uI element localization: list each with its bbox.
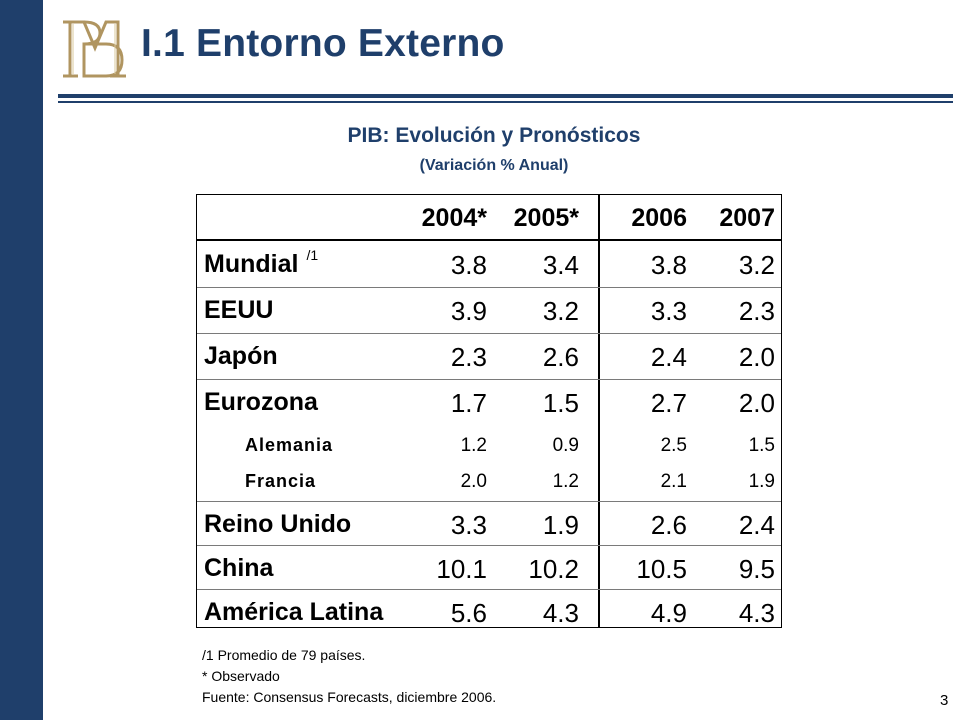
row-label: China: [204, 554, 273, 583]
row-label: Reino Unido: [204, 510, 351, 539]
value-cell: 4.3: [542, 598, 579, 628]
value-cell: 3.8: [450, 250, 487, 280]
table-row: EEUU 3.9 3.2 3.3 2.3: [197, 287, 781, 334]
value-cell: 3.4: [542, 250, 579, 280]
page-number: 3: [940, 692, 949, 709]
value-cell: 3.3: [650, 296, 687, 326]
gdp-table: 2004* 2005* 2006 2007 Mundial/1 3.8 3.4 3.8…: [196, 194, 782, 628]
row-label-text: Eurozona: [204, 388, 318, 416]
value-cell: 4.9: [650, 598, 687, 628]
value-cell: 3.9: [450, 296, 487, 326]
row-label: Mundial/1: [204, 247, 319, 279]
value-cell: 2.0: [738, 388, 775, 418]
value-cell: 2.3: [450, 342, 487, 372]
title-rule-thick: [58, 94, 953, 98]
table-row: Japón 2.3 2.6 2.4 2.0: [197, 333, 781, 380]
table-row: China 10.1 10.2 10.5 9.5: [197, 545, 781, 590]
row-label: Alemania: [245, 435, 333, 456]
table-row: Alemania 1.2 0.9 2.5 1.5: [197, 427, 781, 463]
table-title: PIB: Evolución y Pronósticos: [347, 124, 641, 147]
footnote-source: Fuente: Consensus Forecasts, diciembre 2…: [202, 689, 497, 705]
value-cell: 1.2: [460, 435, 487, 456]
value-cell: 10.1: [436, 554, 487, 584]
value-cell: 2.6: [650, 510, 687, 540]
value-cell: 2.7: [650, 388, 687, 418]
column-header-2007: 2007: [719, 204, 775, 232]
row-label-text: China: [204, 554, 274, 582]
footnotes: /1 Promedio de 79 países. * Observado Fu…: [202, 645, 496, 708]
value-cell: 3.2: [738, 250, 775, 280]
table-row: Francia 2.0 1.2 2.1 1.9: [197, 463, 781, 502]
table-row: América Latina 5.6 4.3 4.9 4.3: [197, 589, 781, 629]
value-cell: 2.3: [738, 296, 775, 326]
table-subtitle: (Variación % Anual): [419, 157, 569, 174]
value-cell: 2.0: [460, 471, 487, 492]
value-cell: 5.6: [450, 598, 487, 628]
row-label-text: Mundial: [204, 250, 299, 278]
footnote-observed: * Observado: [202, 668, 280, 684]
bank-monogram-logo: [63, 20, 126, 78]
value-cell: 2.5: [660, 435, 687, 456]
value-cell: 1.5: [542, 388, 579, 418]
value-cell: 3.8: [650, 250, 687, 280]
value-cell: 1.5: [748, 435, 775, 456]
value-cell: 3.2: [542, 296, 579, 326]
row-label: Japón: [204, 342, 278, 371]
slide-title: I.1 Entorno Externo: [141, 22, 505, 65]
value-cell: 3.3: [450, 510, 487, 540]
row-label-text: América Latina: [204, 598, 384, 626]
row-label-text: Francia: [245, 471, 317, 491]
row-label: EEUU: [204, 296, 273, 325]
title-rule-thin: [58, 101, 953, 103]
value-cell: 1.7: [450, 388, 487, 418]
value-cell: 4.3: [738, 598, 775, 628]
table-header-row: 2004* 2005* 2006 2007: [197, 195, 781, 241]
footnote-average: /1 Promedio de 79 países.: [202, 647, 366, 663]
row-label-text: Alemania: [245, 435, 334, 455]
column-header-2006: 2006: [631, 204, 687, 232]
value-cell: 2.1: [660, 471, 687, 492]
value-cell: 0.9: [552, 435, 579, 456]
value-cell: 10.5: [636, 554, 687, 584]
left-accent-bar: [0, 0, 43, 720]
value-cell: 1.9: [542, 510, 579, 540]
footnote-marker: /1: [306, 247, 319, 263]
row-label-text: Reino Unido: [204, 510, 352, 538]
value-cell: 10.2: [528, 554, 579, 584]
table-row: Reino Unido 3.3 1.9 2.6 2.4: [197, 501, 781, 546]
row-label: Francia: [245, 471, 316, 492]
value-cell: 2.4: [738, 510, 775, 540]
value-cell: 9.5: [738, 554, 775, 584]
value-cell: 2.6: [542, 342, 579, 372]
table-row: Mundial/1 3.8 3.4 3.8 3.2: [197, 241, 781, 288]
forecast-divider: [598, 195, 600, 627]
column-header-2004: 2004*: [421, 204, 487, 232]
table-row: Eurozona 1.7 1.5 2.7 2.0: [197, 379, 781, 427]
value-cell: 2.0: [738, 342, 775, 372]
row-label: Eurozona: [204, 388, 318, 417]
row-label-text: Japón: [204, 342, 278, 370]
value-cell: 1.2: [552, 471, 579, 492]
row-label: América Latina: [204, 598, 383, 627]
value-cell: 2.4: [650, 342, 687, 372]
value-cell: 1.9: [748, 471, 775, 492]
row-label-text: EEUU: [204, 296, 274, 324]
column-header-2005: 2005*: [513, 204, 579, 232]
